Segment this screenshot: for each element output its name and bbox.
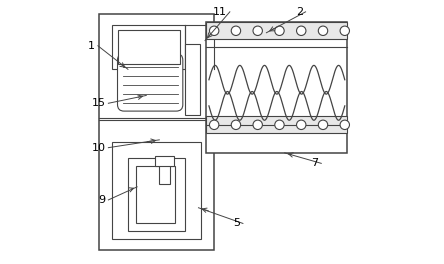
Circle shape [231,120,241,130]
Bar [206,22,347,39]
Bar [159,158,170,184]
Bar [206,116,347,133]
Circle shape [297,120,306,130]
Circle shape [297,26,306,35]
Bar [206,22,347,153]
Text: 1: 1 [88,41,95,51]
Circle shape [318,120,328,130]
Circle shape [275,120,284,130]
Text: 7: 7 [312,158,319,168]
Circle shape [253,120,262,130]
Bar [118,30,180,64]
FancyBboxPatch shape [118,54,183,111]
Circle shape [340,120,349,130]
Text: 11: 11 [213,7,227,17]
Bar [128,158,186,231]
Circle shape [210,26,219,35]
Circle shape [340,26,349,35]
Bar [155,155,174,166]
Bar [186,45,200,115]
Text: 10: 10 [92,143,106,153]
Bar [112,25,186,69]
Text: 9: 9 [99,195,106,205]
Text: 15: 15 [92,98,106,108]
Circle shape [318,26,328,35]
Text: 5: 5 [233,218,240,228]
Text: 2: 2 [296,7,303,17]
Circle shape [210,120,219,130]
Bar [136,166,175,223]
Bar [99,15,214,249]
Bar [112,143,201,239]
Circle shape [231,26,241,35]
Circle shape [253,26,262,35]
Circle shape [275,26,284,35]
